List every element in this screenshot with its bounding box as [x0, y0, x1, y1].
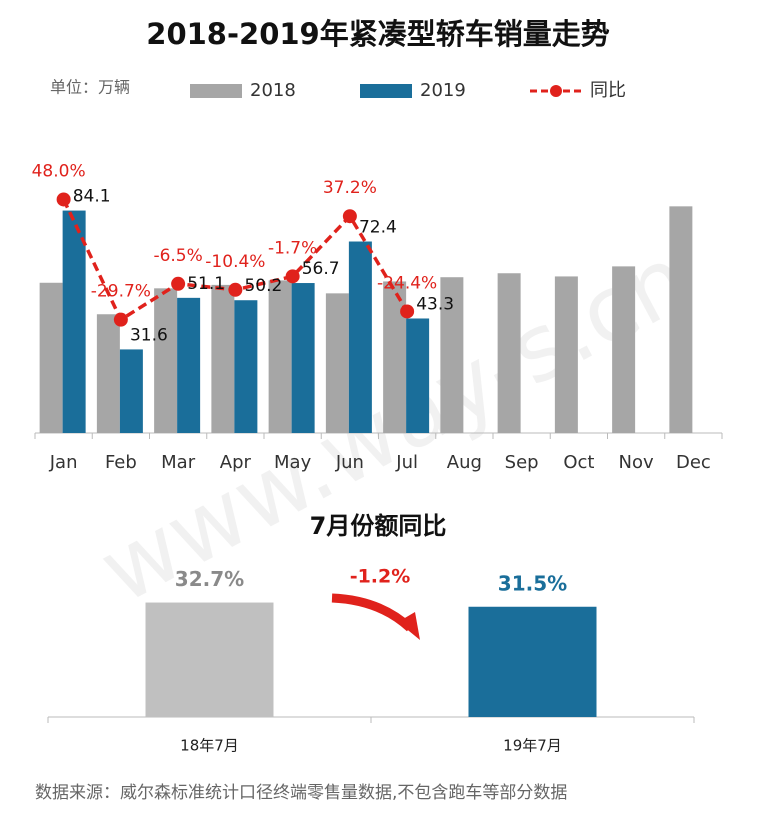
x-tick-label: Mar	[161, 452, 196, 473]
bar	[39, 282, 63, 433]
bar	[211, 284, 235, 433]
yoy-label: -6.5%	[153, 246, 202, 266]
yoy-point	[56, 192, 71, 207]
x-tick-label: Oct	[563, 452, 594, 473]
bar	[291, 283, 315, 433]
source-note: 数据来源：威尔森标准统计口径终端零售量数据,不包含跑车等部分数据	[35, 783, 567, 803]
bar	[325, 293, 349, 433]
x-tick-label: Jul	[395, 452, 418, 473]
x-tick-label: Aug	[447, 452, 482, 473]
unit-label: 单位：万辆	[50, 78, 130, 97]
bar	[406, 318, 430, 433]
bar	[268, 280, 292, 433]
bar	[669, 206, 693, 433]
bar	[383, 281, 407, 433]
legend-dot	[550, 85, 562, 97]
legend-label: 2019	[420, 80, 466, 101]
bar	[177, 297, 201, 433]
bar	[154, 288, 178, 433]
value-label: 84.1	[73, 187, 111, 207]
x-tick-label: 19年7月	[503, 737, 562, 755]
arrow	[331, 593, 414, 632]
bar	[468, 606, 597, 717]
bar	[62, 210, 86, 433]
bar	[497, 273, 521, 433]
arrow-head	[398, 612, 420, 640]
value-label: 72.4	[359, 218, 397, 238]
yoy-point	[228, 282, 243, 297]
bar	[145, 602, 274, 717]
chart-title: 2018-2019年紧凑型轿车销量走势	[146, 17, 609, 51]
x-tick-label: Sep	[505, 452, 539, 473]
yoy-label: 37.2%	[323, 178, 377, 198]
x-tick-label: May	[274, 452, 312, 473]
chart-title: 7月份额同比	[310, 512, 447, 540]
value-label: 43.3	[416, 294, 454, 314]
x-tick-label: 18年7月	[180, 737, 239, 755]
x-tick-label: Feb	[105, 452, 137, 473]
legend-label: 2018	[250, 80, 296, 101]
bar	[96, 314, 120, 433]
value-label: 31.6	[130, 325, 168, 345]
value-label: 31.5%	[498, 571, 567, 595]
bar	[440, 277, 464, 433]
yoy-label: -24.4%	[377, 273, 437, 293]
yoy-label: -10.4%	[205, 252, 265, 272]
value-label: 50.2	[244, 276, 282, 296]
bar	[612, 266, 636, 433]
x-tick-label: Apr	[220, 452, 252, 473]
yoy-point	[285, 269, 300, 284]
yoy-label: 48.0%	[32, 161, 86, 181]
bar	[348, 241, 372, 433]
bar	[554, 276, 578, 433]
bar	[119, 349, 143, 433]
legend-swatch	[190, 84, 242, 98]
yoy-point	[113, 312, 128, 327]
x-tick-label: Dec	[676, 452, 711, 473]
yoy-point	[342, 209, 357, 224]
bar	[234, 300, 258, 433]
yoy-point	[171, 276, 186, 291]
yoy-label: -1.7%	[268, 238, 317, 258]
value-label: 56.7	[302, 259, 340, 279]
x-tick-label: Jun	[335, 452, 364, 473]
legend-label: 同比	[590, 80, 626, 101]
x-tick-label: Nov	[619, 452, 654, 473]
value-label: 32.7%	[175, 567, 244, 591]
annotation: -1.2%	[350, 566, 411, 588]
yoy-label: -29.7%	[91, 282, 151, 302]
x-tick-label: Jan	[49, 452, 78, 473]
value-label: 51.1	[187, 274, 225, 294]
yoy-point	[400, 304, 415, 319]
legend-swatch	[360, 84, 412, 98]
